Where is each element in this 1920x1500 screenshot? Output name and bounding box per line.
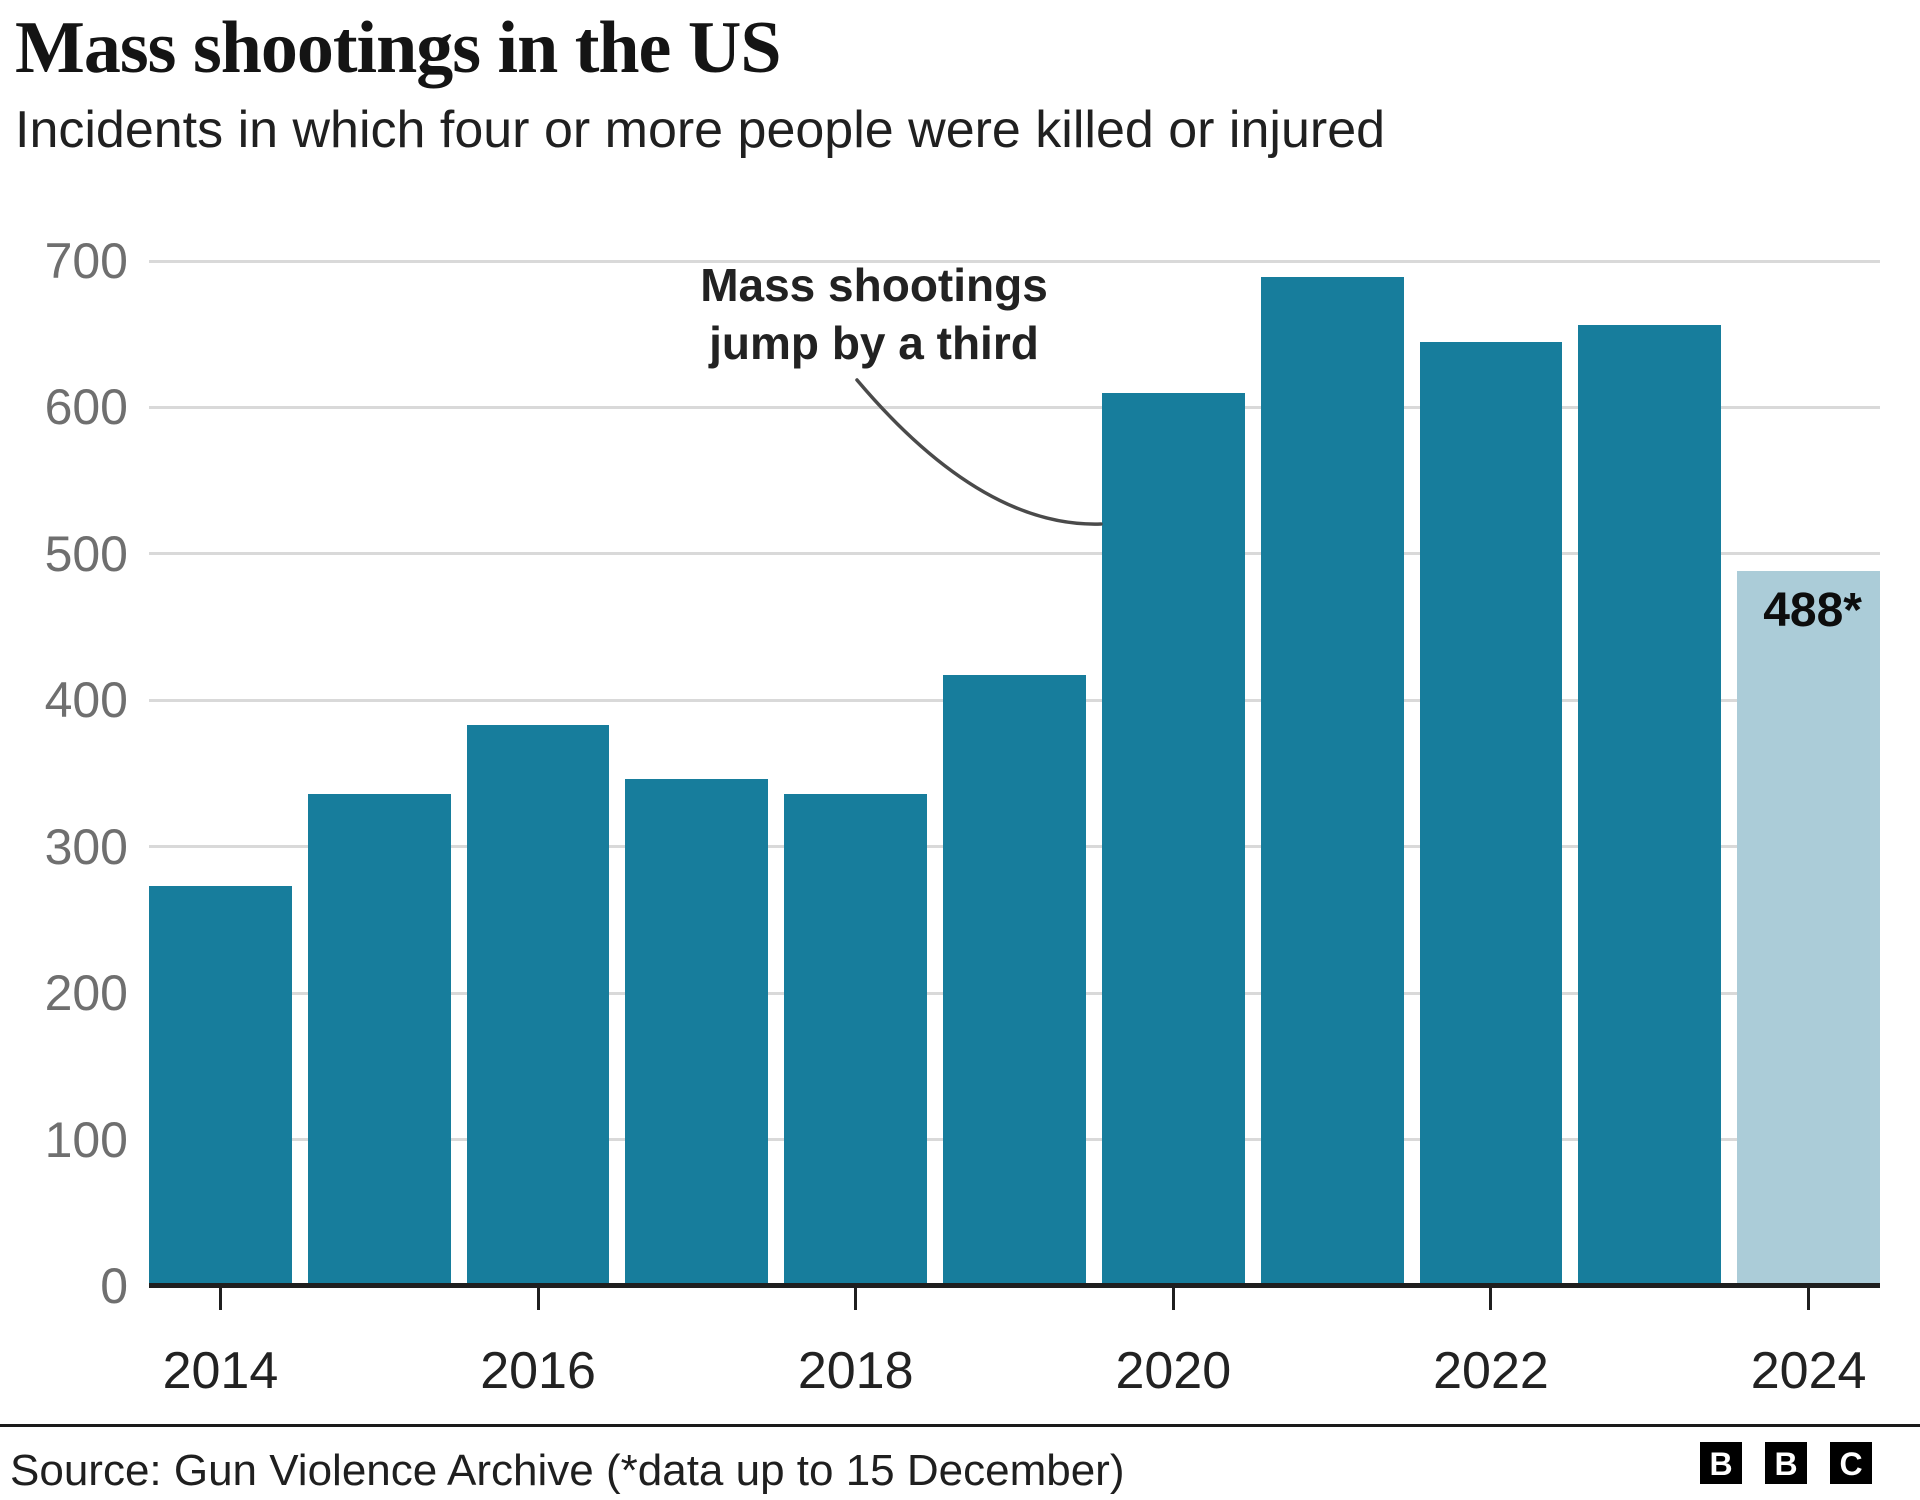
gridline-700 — [149, 259, 1880, 263]
y-axis-label-200: 200 — [44, 965, 128, 1022]
gridline-500 — [149, 552, 1880, 556]
annotation-pointer-curve — [855, 378, 1103, 526]
x-axis-line — [149, 1283, 1880, 1288]
bbc-logo-square-1: B — [1700, 1442, 1742, 1484]
bar-2014 — [149, 886, 292, 1286]
bar-2024 — [1737, 571, 1880, 1286]
x-axis-label-2014: 2014 — [162, 1342, 279, 1400]
chart-title: Mass shootings in the US — [15, 7, 782, 89]
x-axis-tick-2022 — [1489, 1288, 1493, 1310]
y-axis-label-500: 500 — [44, 525, 128, 582]
highlight-bar-value: 488* — [1763, 584, 1862, 638]
y-axis-label-400: 400 — [44, 672, 128, 729]
x-axis-tick-2024 — [1807, 1288, 1811, 1310]
x-axis-label-2022: 2022 — [1433, 1342, 1549, 1400]
bar-2020 — [1101, 392, 1245, 1286]
bbc-logo-square-3: C — [1830, 1442, 1872, 1484]
bar-2016 — [466, 725, 610, 1286]
chart-subtitle: Incidents in which four or more people w… — [15, 101, 1386, 159]
bbc-logo-square-2: B — [1765, 1442, 1807, 1484]
y-axis-label-0: 0 — [100, 1258, 128, 1314]
x-axis-tick-2016 — [536, 1288, 540, 1310]
y-axis-label-300: 300 — [44, 818, 128, 875]
bar-2017 — [625, 779, 769, 1286]
x-axis-label-2016: 2016 — [480, 1342, 596, 1400]
x-axis-label-2024: 2024 — [1750, 1342, 1867, 1400]
bar-2023 — [1578, 325, 1722, 1286]
annotation-text: Mass shootings jump by a third — [624, 256, 1124, 372]
x-axis-tick-2014 — [218, 1288, 222, 1310]
annotation-line-1: Mass shootings — [700, 259, 1048, 311]
bar-2015 — [307, 794, 451, 1286]
gridline-600 — [149, 405, 1880, 409]
x-axis-tick-2020 — [1171, 1288, 1175, 1310]
bar-2019 — [943, 675, 1086, 1286]
y-axis-label-100: 100 — [44, 1111, 128, 1168]
y-axis-label-700: 700 — [44, 233, 128, 289]
x-axis-tick-2018 — [854, 1288, 858, 1310]
x-axis-label-2020: 2020 — [1115, 1342, 1232, 1400]
footer-divider — [0, 1424, 1920, 1427]
bar-2022 — [1419, 341, 1563, 1286]
source-caption: Source: Gun Violence Archive (*data up t… — [10, 1446, 1125, 1495]
bar-2018 — [784, 794, 928, 1286]
x-axis-label-2018: 2018 — [797, 1342, 914, 1400]
annotation-line-2: jump by a third — [709, 317, 1039, 369]
bar-2021 — [1260, 277, 1404, 1286]
y-axis-label-600: 600 — [44, 379, 128, 436]
